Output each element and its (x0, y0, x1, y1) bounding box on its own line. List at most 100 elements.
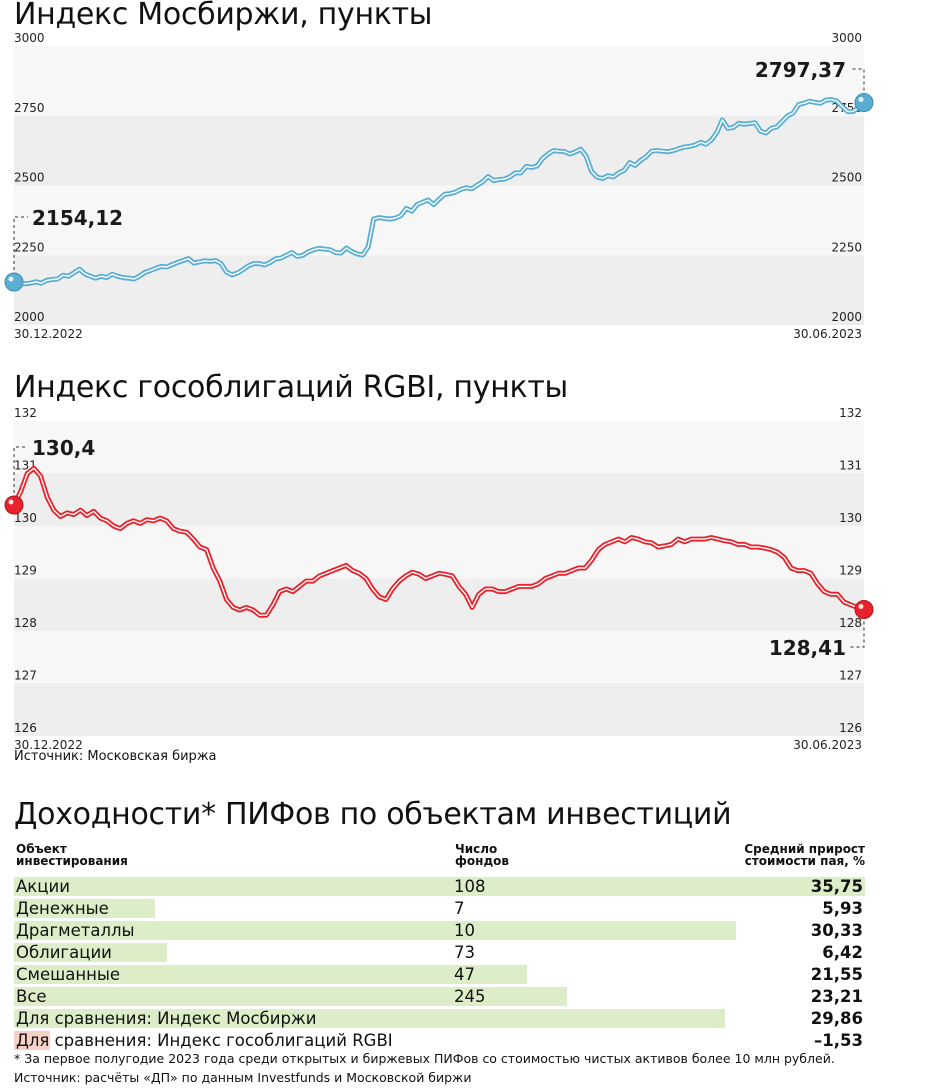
table-row: Для сравнения: Индекс Мосбиржи 29,86 (14, 1008, 865, 1028)
header-count-line1: Число (455, 842, 498, 856)
plot-band (14, 46, 864, 116)
row-fund-count: 7 (454, 899, 465, 918)
table-row: Смешанные 47 21,55 (14, 964, 865, 984)
table-row: Облигации 73 6,42 (14, 942, 865, 962)
plot-band (14, 185, 864, 256)
end-value-label: 2797,37 (755, 58, 846, 82)
y-tick-label-left: 2000 (14, 310, 45, 324)
y-tick-label-left: 2250 (14, 240, 45, 254)
x-start-label: 30.12.2022 (14, 327, 83, 341)
x-end-label: 30.06.2023 (793, 738, 862, 750)
series-line-inner (13, 467, 865, 616)
start-value-label: 130,4 (32, 436, 95, 460)
y-tick-label-left: 130 (14, 511, 37, 525)
header-object-line2: инвестирования (16, 854, 128, 868)
x-end-label: 30.06.2023 (793, 327, 862, 341)
value-bar (14, 1009, 725, 1028)
start-marker (4, 272, 24, 292)
end-marker (854, 93, 874, 113)
y-tick-label-right: 128 (839, 616, 862, 630)
y-tick-label-right: 129 (839, 564, 862, 578)
y-tick-label-right: 132 (839, 406, 862, 420)
row-object-name: Все (16, 987, 47, 1006)
plot-band (14, 473, 864, 526)
y-tick-label-left: 2500 (14, 171, 45, 185)
row-object-name: Драгметаллы (16, 921, 135, 940)
y-tick-label-left: 129 (14, 564, 37, 578)
x-start-label: 30.12.2022 (14, 738, 83, 750)
start-leader-line (13, 216, 28, 283)
y-tick-label-right: 131 (839, 459, 862, 473)
y-tick-label-left: 126 (14, 721, 37, 735)
moex-chart-title: Индекс Мосбиржи, пункты (14, 0, 433, 32)
value-bar (14, 987, 567, 1006)
table-row: Для сравнения: Индекс гособлигаций RGBI –… (14, 1030, 865, 1050)
row-growth-value: 29,86 (810, 1009, 863, 1028)
value-bar (14, 965, 527, 984)
y-tick-label-left: 127 (14, 669, 37, 683)
y-tick-label-right: 2500 (831, 171, 862, 185)
header-growth-line2: стоимости пая, % (744, 854, 865, 868)
table-row: Все 245 23,21 (14, 986, 865, 1006)
y-tick-label-left: 2750 (14, 101, 45, 115)
end-marker (854, 599, 874, 619)
row-fund-count: 245 (454, 987, 486, 1006)
header-count: Число фондов (455, 843, 509, 867)
header-growth: Средний прирост стоимости пая, % (744, 843, 865, 867)
plot-band (14, 631, 864, 684)
value-bar (14, 1031, 51, 1050)
y-tick-label-left: 132 (14, 406, 37, 420)
row-growth-value: 5,93 (822, 899, 863, 918)
row-fund-count: 47 (454, 965, 475, 984)
table-footnote: * За первое полугодие 2023 года среди от… (14, 1051, 835, 1066)
value-bar (14, 899, 156, 918)
plot-band (14, 115, 864, 186)
end-value-label: 128,41 (769, 636, 846, 660)
series-line-inner (13, 98, 865, 285)
row-object-name: Для сравнения: Индекс Мосбиржи (16, 1009, 317, 1028)
start-marker (4, 495, 24, 515)
header-object-line1: Объект (16, 842, 67, 856)
rgbi-source: Источник: Московская биржа (14, 749, 217, 764)
header-object: Объект инвестирования (16, 843, 128, 867)
y-tick-label-right: 3000 (831, 31, 862, 45)
plot-band (14, 526, 864, 579)
y-tick-label-right: 2250 (831, 240, 862, 254)
row-object-name: Облигации (16, 943, 112, 962)
header-growth-line1: Средний прирост (744, 842, 865, 856)
row-fund-count: 108 (454, 877, 486, 896)
end-leader-line (850, 68, 865, 103)
plot-band (14, 255, 864, 325)
table-title: Доходности* ПИФов по объектам инвестиций (14, 797, 732, 832)
row-growth-value: 35,75 (810, 877, 863, 896)
y-tick-label-right: 2000 (831, 310, 862, 324)
start-leader-line (13, 446, 28, 505)
start-value-label: 2154,12 (32, 206, 123, 230)
value-bar (14, 877, 865, 896)
y-tick-label-right: 127 (839, 669, 862, 683)
header-count-line2: фондов (455, 854, 509, 868)
plot-band (14, 421, 864, 474)
row-object-name: Смешанные (16, 965, 121, 984)
plot-band (14, 578, 864, 631)
row-object-name: Денежные (16, 899, 109, 918)
end-leader-line (850, 609, 865, 648)
table-row: Драгметаллы 10 30,33 (14, 920, 865, 940)
table-source: Источник: расчёты «ДП» по данным Investf… (14, 1070, 472, 1085)
row-fund-count: 73 (454, 943, 475, 962)
row-growth-value: 30,33 (810, 921, 863, 940)
y-tick-label-right: 130 (839, 511, 862, 525)
value-bar (14, 943, 167, 962)
row-object-name: Для сравнения: Индекс гособлигаций RGBI (16, 1031, 393, 1050)
rgbi-chart-title: Индекс гособлигаций RGBI, пункты (14, 370, 568, 405)
row-growth-value: 23,21 (810, 987, 863, 1006)
row-object-name: Акции (16, 877, 70, 896)
y-tick-label-left: 3000 (14, 31, 45, 45)
table-row: Акции 108 35,75 (14, 876, 865, 896)
row-growth-value: 21,55 (810, 965, 863, 984)
row-fund-count: 10 (454, 921, 475, 940)
table-row: Денежные 7 5,93 (14, 898, 865, 918)
start-marker-highlight (8, 499, 14, 505)
